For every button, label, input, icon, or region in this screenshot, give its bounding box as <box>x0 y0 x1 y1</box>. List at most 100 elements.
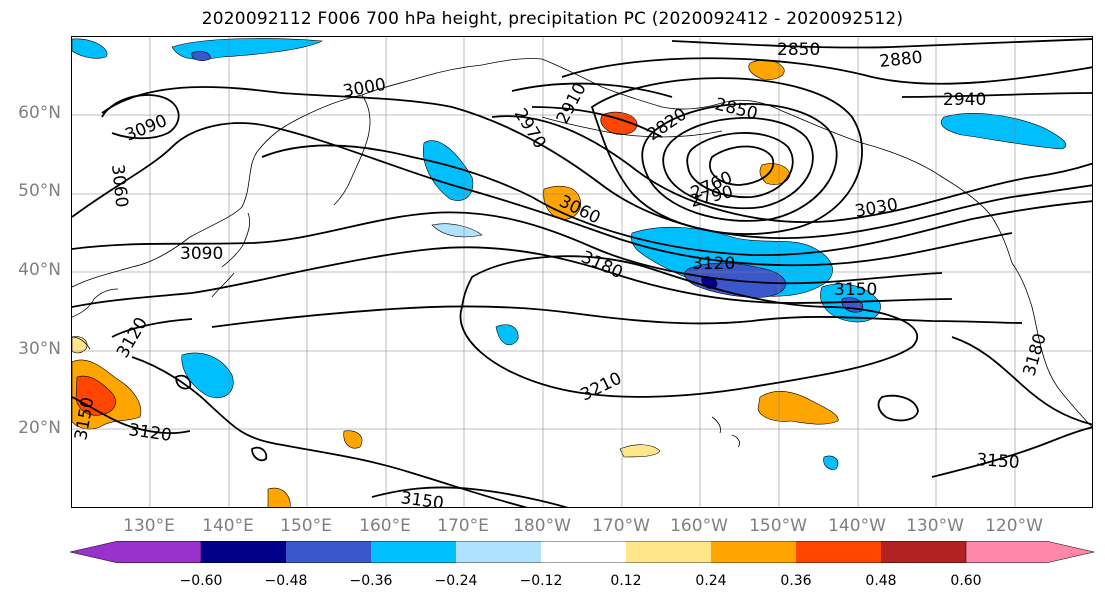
colorbar-segment <box>201 541 286 563</box>
contour-small-3 <box>251 446 268 462</box>
coast-korea-china <box>72 288 119 350</box>
lon-label-160e: 160°E <box>359 516 411 536</box>
lat-label-30n: 30°N <box>18 339 61 359</box>
contour-label: 2880 <box>878 48 923 72</box>
colorbar-tick-label: −0.48 <box>264 573 308 589</box>
contour-label: 3150 <box>834 280 877 300</box>
colorbar-tick-label: −0.36 <box>349 573 393 589</box>
precip-area-south-orange-1 <box>757 390 839 425</box>
contour-low-inner-1 <box>709 145 775 186</box>
contour-label: 3120 <box>692 254 735 274</box>
contour-label: 3030 <box>853 195 899 222</box>
contour-low-inner-2 <box>686 132 794 199</box>
precip-area-n-navy <box>191 51 211 61</box>
contour-label: 3090 <box>122 111 170 146</box>
contour-low-2850 <box>590 77 863 235</box>
contour-label: 2850 <box>777 40 820 60</box>
precip-area-nw-blue <box>72 38 108 59</box>
contour-small-1 <box>175 374 192 390</box>
contour-low-inner-3 <box>662 116 814 210</box>
contour-small-2 <box>877 394 919 422</box>
colorbar-tick-label: 0.36 <box>780 573 812 589</box>
contour-label: 3120 <box>113 314 152 361</box>
contour-3030 <box>261 144 1092 256</box>
contour-3120 <box>72 246 953 308</box>
colorbar-segment <box>541 541 626 563</box>
coast-aleutians <box>541 116 723 138</box>
height-contours <box>72 38 1092 507</box>
precip-area-ne-blue <box>940 113 1067 150</box>
contour-3150-southern <box>371 486 569 507</box>
lon-label-160w: 160°W <box>670 516 728 536</box>
lat-label-40n: 40°N <box>18 260 61 280</box>
plot-title: 2020092112 F006 700 hPa height, precipit… <box>201 9 904 29</box>
precip-area-mid-blue <box>495 324 519 346</box>
colorbar-tick-label: 0.24 <box>695 573 727 589</box>
colorbar-tick-label: −0.12 <box>519 573 563 589</box>
contour-3000 <box>101 86 1092 239</box>
precip-area-bering-blue <box>423 140 474 201</box>
contour-2910 <box>511 82 673 138</box>
map-canvas: 2850 2880 2940 3000 3090 2910 2970 2850 … <box>72 37 1092 508</box>
lon-label-130w: 130°W <box>906 516 964 536</box>
contour-low-2820 <box>641 103 838 222</box>
precip-area-cent-light <box>431 223 483 238</box>
contour-label: 3060 <box>107 163 131 208</box>
lon-label-170e: 170°E <box>437 516 489 536</box>
colorbar-segment <box>70 541 202 563</box>
contour-label: 3090 <box>180 244 223 264</box>
precip-area-south-orange-3 <box>267 487 291 507</box>
contour-label: 3180 <box>1020 331 1051 378</box>
contour-3150 <box>211 305 1023 328</box>
contour-label: 3180 <box>578 247 626 283</box>
map-panel: 2850 2880 2940 3000 3090 2910 2970 2850 … <box>71 36 1093 508</box>
colorbar-tick-label: −0.60 <box>179 573 223 589</box>
coast-kamchatka <box>333 94 371 206</box>
colorbar-segment <box>796 541 881 563</box>
contour-3180 <box>111 318 1092 426</box>
contour-label: 2970 <box>510 105 550 152</box>
colorbar <box>70 541 1094 563</box>
colorbar-tick-label: −0.24 <box>434 573 478 589</box>
contour-3090 <box>72 211 943 285</box>
lon-label-150w: 150°W <box>749 516 807 536</box>
colorbar-segment <box>711 541 796 563</box>
colorbar-tick-label: 0.48 <box>865 573 897 589</box>
coast-northamerica <box>1011 262 1092 428</box>
contour-label: 2910 <box>553 80 591 128</box>
colorbar-segment <box>626 541 711 563</box>
contour-3090-west <box>101 94 180 140</box>
lon-label-150e: 150°E <box>280 516 332 536</box>
colorbar-segment <box>965 541 1094 563</box>
colorbar-segment <box>881 541 966 563</box>
lon-label-140e: 140°E <box>202 516 254 536</box>
precip-area-se-blue <box>823 455 839 470</box>
precip-area-west-pale <box>72 336 88 354</box>
lat-label-60n: 60°N <box>18 103 61 123</box>
contour-label: 3150 <box>976 450 1021 473</box>
colorbar-tick-label: 0.60 <box>950 573 982 589</box>
lon-label-140w: 140°W <box>828 516 886 536</box>
lat-label-20n: 20°N <box>18 418 61 438</box>
contour-3060 <box>72 122 1013 267</box>
contour-3150-east <box>931 426 1092 478</box>
coast-hawaii <box>711 416 740 448</box>
precip-area-sw-blue <box>181 352 234 399</box>
lat-label-50n: 50°N <box>18 181 61 201</box>
contour-2880 <box>561 57 1092 85</box>
precip-area-west-core <box>75 375 116 416</box>
colorbar-segment <box>286 541 371 563</box>
contour-3210 <box>459 255 919 398</box>
contour-label: 3120 <box>127 420 173 446</box>
precip-area-mid-orange <box>543 186 582 220</box>
lon-label-170w: 170°W <box>592 516 650 536</box>
contour-2970 <box>491 115 1092 223</box>
contour-label: 2940 <box>943 90 986 110</box>
contour-2940 <box>901 92 1092 98</box>
contour-label: 2820 <box>644 104 691 145</box>
contour-label: 3150 <box>399 488 445 508</box>
colorbar-segment <box>371 541 456 563</box>
lon-label-130e: 130°E <box>123 516 175 536</box>
lon-label-120w: 120°W <box>985 516 1043 536</box>
precip-area-gulf-orange <box>759 163 791 185</box>
